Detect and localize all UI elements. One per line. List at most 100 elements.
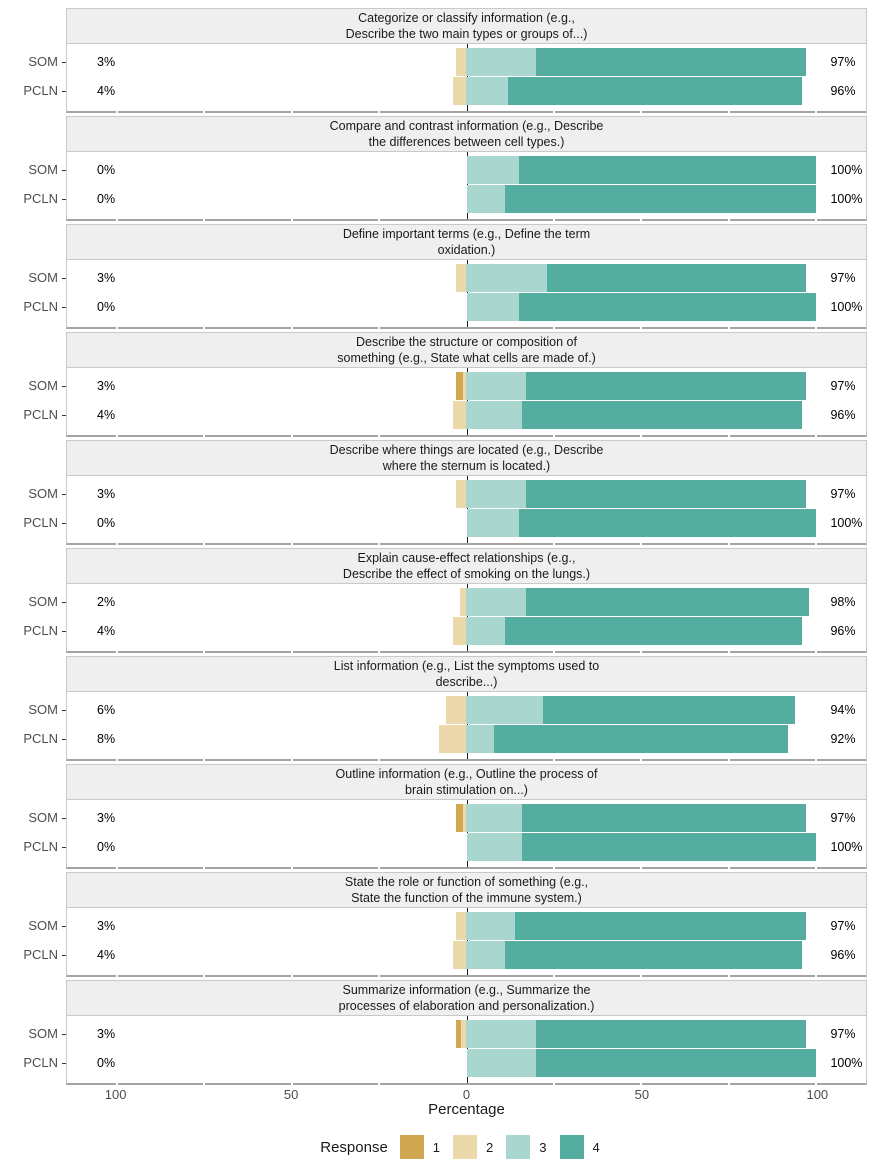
gridline-tick bbox=[290, 651, 293, 653]
row-label-som: SOM bbox=[28, 918, 58, 933]
bar-row-som bbox=[456, 1020, 806, 1048]
facet-strip-title: Compare and contrast information (e.g., … bbox=[66, 116, 867, 152]
bar-segment-response-4 bbox=[543, 696, 796, 724]
high-percent-label: 96% bbox=[830, 84, 856, 98]
gridline-tick bbox=[115, 759, 118, 761]
row-label-pcln: PCLN bbox=[23, 947, 58, 962]
low-percent-label: 2% bbox=[96, 595, 116, 609]
row-label-pcln: PCLN bbox=[23, 515, 58, 530]
bar-segment-response-3 bbox=[466, 588, 526, 616]
legend-item-response-3: 3 bbox=[506, 1135, 547, 1159]
facet-panel: SOM 3% 97% PCLN 4% 96% bbox=[23, 908, 867, 977]
facet: State the role or function of something … bbox=[23, 872, 867, 977]
gridline-tick bbox=[378, 435, 380, 437]
y-axis-tick bbox=[62, 62, 66, 63]
bar-segment-response-2 bbox=[452, 401, 467, 429]
legend-item-label: 2 bbox=[486, 1139, 494, 1155]
bar-segment-response-3 bbox=[466, 77, 509, 105]
gridline-tick bbox=[552, 975, 555, 977]
x-axis: 100 50 0 50 100 bbox=[66, 1087, 867, 1103]
facet-strip-title: List information (e.g., List the symptom… bbox=[66, 656, 867, 692]
row-label-som: SOM bbox=[28, 378, 58, 393]
high-percent-label: 97% bbox=[830, 1027, 856, 1041]
bar-segment-response-2 bbox=[438, 725, 467, 753]
high-percent-label: 94% bbox=[830, 703, 856, 717]
bar-row-pcln bbox=[452, 617, 803, 645]
bar-segment-response-4 bbox=[508, 77, 803, 105]
gridline-tick bbox=[727, 867, 730, 869]
gridline-tick bbox=[203, 219, 206, 221]
gridline-tick bbox=[552, 111, 555, 113]
gridline-tick bbox=[290, 435, 293, 437]
gridline-tick bbox=[815, 759, 818, 761]
facet-panel: SOM 0% 100% PCLN 0% 100% bbox=[23, 152, 867, 221]
bar-segment-response-4 bbox=[546, 264, 806, 292]
gridline-tick bbox=[815, 543, 818, 545]
bar-segment-response-4 bbox=[518, 293, 817, 321]
bar-segment-response-4 bbox=[504, 617, 803, 645]
bar-segment-response-3 bbox=[466, 617, 505, 645]
facet-panel: SOM 2% 98% PCLN 4% 96% bbox=[23, 584, 867, 653]
facet-panel: SOM 3% 97% PCLN 4% 96% bbox=[23, 368, 867, 437]
bar-segment-response-2 bbox=[456, 48, 467, 76]
gridline-tick bbox=[115, 111, 118, 113]
bar-segment-response-2 bbox=[456, 264, 467, 292]
bar-row-som bbox=[456, 912, 806, 940]
gridline-tick bbox=[552, 543, 555, 545]
gridline-tick bbox=[115, 435, 118, 437]
gridline-tick bbox=[640, 543, 643, 545]
facet-strip-title: Summarize information (e.g., Summarize t… bbox=[66, 980, 867, 1016]
low-percent-label: 3% bbox=[96, 487, 116, 501]
gridline-tick bbox=[378, 759, 380, 761]
bar-segment-response-4 bbox=[525, 480, 806, 508]
gridline-tick bbox=[552, 219, 555, 221]
bar-segment-response-3 bbox=[466, 804, 523, 832]
gridline-tick bbox=[378, 651, 380, 653]
gridline-tick bbox=[203, 327, 206, 329]
bar-segment-response-3 bbox=[466, 264, 547, 292]
bar-segment-response-2 bbox=[459, 588, 467, 616]
y-axis-tick bbox=[62, 631, 66, 632]
bar-segment-response-2 bbox=[452, 941, 467, 969]
gridline-tick bbox=[815, 111, 818, 113]
gridline-tick bbox=[640, 327, 643, 329]
y-axis-tick bbox=[62, 278, 66, 279]
bar-segment-response-3 bbox=[466, 941, 505, 969]
bar-segment-response-4 bbox=[536, 48, 806, 76]
y-axis-tick bbox=[62, 494, 66, 495]
bar-segment-response-3 bbox=[466, 833, 523, 861]
legend-item-response-1: 1 bbox=[399, 1135, 440, 1159]
bar-segment-response-3 bbox=[466, 509, 519, 537]
high-percent-label: 92% bbox=[830, 732, 856, 746]
facet: Explain cause-effect relationships (e.g.… bbox=[23, 548, 867, 653]
low-percent-label: 3% bbox=[96, 1027, 116, 1041]
gridline-tick bbox=[815, 1083, 818, 1085]
y-axis-tick bbox=[62, 170, 66, 171]
bar-segment-response-2 bbox=[445, 696, 467, 724]
gridline-tick bbox=[203, 1083, 206, 1085]
gridline-tick bbox=[378, 543, 380, 545]
bar-segment-response-2 bbox=[461, 1020, 467, 1048]
legend-swatch bbox=[506, 1135, 531, 1159]
gridline-tick bbox=[203, 651, 206, 653]
facet-panel: SOM 3% 97% PCLN 0% 100% bbox=[23, 1016, 867, 1085]
bar-segment-response-4 bbox=[518, 156, 817, 184]
x-tick-label: 100 bbox=[104, 1087, 127, 1102]
gridline-tick bbox=[203, 975, 206, 977]
facet: Compare and contrast information (e.g., … bbox=[23, 116, 867, 221]
gridline-tick bbox=[115, 327, 118, 329]
bar-row-som bbox=[456, 480, 806, 508]
row-label-som: SOM bbox=[28, 270, 58, 285]
high-percent-label: 96% bbox=[830, 624, 856, 638]
low-percent-label: 4% bbox=[96, 84, 116, 98]
row-label-pcln: PCLN bbox=[23, 299, 58, 314]
gridline-tick bbox=[727, 1083, 730, 1085]
gridline-tick bbox=[378, 975, 380, 977]
y-axis-tick bbox=[62, 955, 66, 956]
gridline-tick bbox=[640, 111, 643, 113]
bar-segment-response-1 bbox=[456, 372, 463, 400]
gridline-tick bbox=[290, 111, 293, 113]
facet-panel: SOM 3% 97% PCLN 0% 100% bbox=[23, 260, 867, 329]
facet-strip-title: Describe the structure or composition of… bbox=[66, 332, 867, 368]
bar-segment-response-4 bbox=[522, 401, 803, 429]
